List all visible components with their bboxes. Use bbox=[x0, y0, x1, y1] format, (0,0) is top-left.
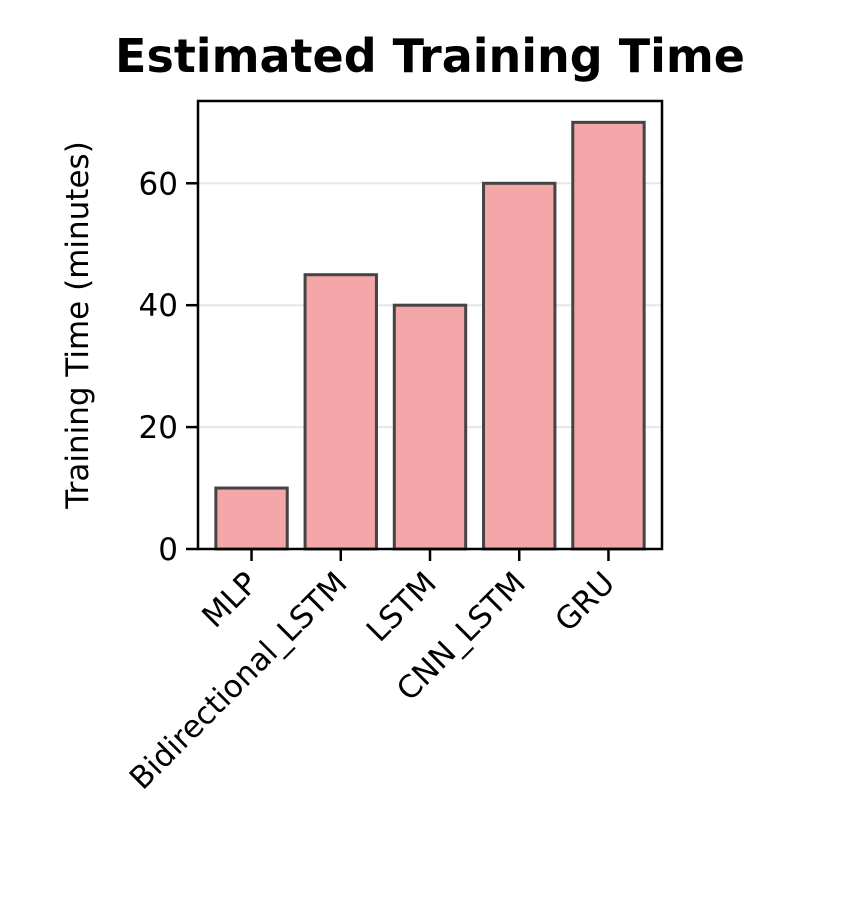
y-tick-label: 40 bbox=[139, 288, 178, 324]
bar-cnn-lstm bbox=[482, 181, 557, 551]
y-axis-ticks: 0 20 40 60 bbox=[139, 166, 198, 568]
y-tick-label: 60 bbox=[139, 166, 178, 202]
y-tick-label: 0 bbox=[158, 532, 178, 568]
x-tick-label: GRU bbox=[548, 565, 622, 639]
bar-bidirectional-lstm bbox=[303, 273, 378, 551]
bar-gru bbox=[571, 120, 646, 551]
y-axis-label: Training Time (minutes) bbox=[60, 141, 96, 510]
x-tick-label: MLP bbox=[195, 565, 265, 635]
bar-mlp bbox=[214, 486, 289, 551]
y-tick-label: 20 bbox=[139, 410, 178, 446]
x-tick-label: LSTM bbox=[360, 565, 444, 649]
bar-lstm bbox=[392, 303, 468, 551]
bars bbox=[214, 120, 646, 551]
chart-title: Estimated Training Time bbox=[115, 29, 745, 83]
